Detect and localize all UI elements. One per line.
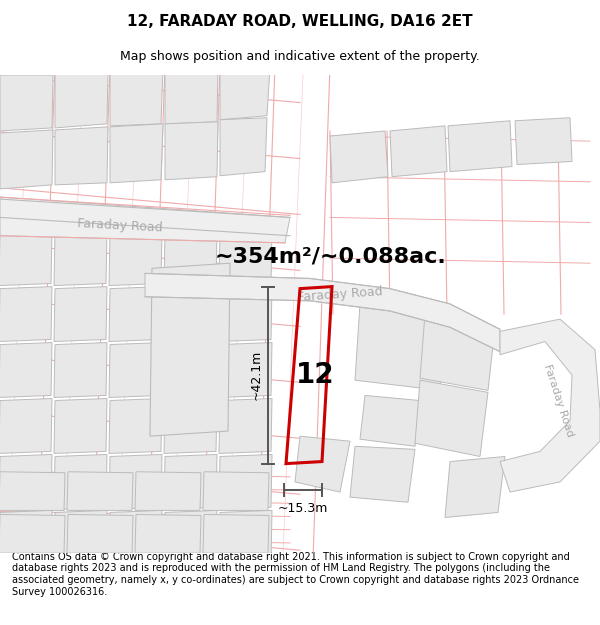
Polygon shape [0,454,52,509]
Polygon shape [0,511,52,566]
Polygon shape [150,263,230,436]
Polygon shape [165,66,218,124]
Text: ~15.3m: ~15.3m [278,502,328,515]
Text: Map shows position and indicative extent of the property.: Map shows position and indicative extent… [120,50,480,62]
Polygon shape [109,287,162,341]
Polygon shape [203,514,269,553]
Text: Faraday Road: Faraday Road [297,285,383,304]
Polygon shape [110,124,163,183]
Text: ~42.1m: ~42.1m [250,350,263,400]
Polygon shape [500,319,600,492]
Polygon shape [219,399,272,453]
Polygon shape [164,511,217,566]
Polygon shape [135,514,201,553]
Polygon shape [219,454,272,509]
Polygon shape [0,472,65,511]
Polygon shape [164,231,217,286]
Polygon shape [0,130,53,189]
Text: ~354m²/~0.088ac.: ~354m²/~0.088ac. [215,246,447,266]
Polygon shape [164,342,217,398]
Polygon shape [0,197,290,243]
Polygon shape [165,122,218,180]
Polygon shape [135,472,201,511]
Polygon shape [164,399,217,453]
Polygon shape [54,231,107,286]
Polygon shape [390,126,447,177]
Polygon shape [295,436,350,492]
Polygon shape [0,342,52,398]
Polygon shape [420,314,495,391]
Polygon shape [164,287,217,341]
Polygon shape [54,342,107,398]
Polygon shape [109,231,162,286]
Polygon shape [0,231,52,286]
Polygon shape [415,380,488,456]
Text: Contains OS data © Crown copyright and database right 2021. This information is : Contains OS data © Crown copyright and d… [12,552,579,597]
Polygon shape [220,118,267,176]
Polygon shape [360,396,420,446]
Polygon shape [355,304,445,391]
Polygon shape [164,454,217,509]
Text: Faraday Road: Faraday Road [542,363,574,438]
Polygon shape [109,454,162,509]
Polygon shape [54,399,107,453]
Polygon shape [54,511,107,566]
Polygon shape [350,446,415,503]
Polygon shape [0,287,52,341]
Polygon shape [109,399,162,453]
Polygon shape [0,399,52,453]
Polygon shape [219,511,272,566]
Text: 12, FARADAY ROAD, WELLING, DA16 2ET: 12, FARADAY ROAD, WELLING, DA16 2ET [127,14,473,29]
Polygon shape [67,472,133,511]
Polygon shape [109,511,162,566]
Polygon shape [55,70,108,128]
Polygon shape [330,131,388,183]
Polygon shape [219,287,272,341]
Polygon shape [67,514,133,553]
Polygon shape [0,75,53,131]
Polygon shape [54,454,107,509]
Text: 12: 12 [296,361,334,389]
Polygon shape [109,342,162,398]
Polygon shape [219,231,272,286]
Text: Faraday Road: Faraday Road [77,217,163,234]
Polygon shape [110,68,163,126]
Polygon shape [220,67,270,120]
Polygon shape [55,127,108,185]
Polygon shape [54,287,107,341]
Polygon shape [445,456,505,518]
Polygon shape [0,514,65,553]
Polygon shape [203,472,269,511]
Polygon shape [219,342,272,398]
Polygon shape [448,121,512,172]
Polygon shape [145,273,500,352]
Polygon shape [515,118,572,164]
